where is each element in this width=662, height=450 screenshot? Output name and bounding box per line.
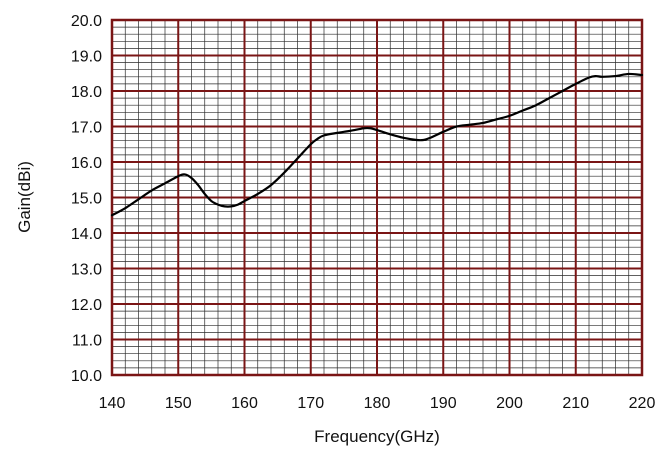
x-tick-label: 210 [562, 395, 589, 412]
y-tick-label: 19.0 [71, 49, 102, 66]
y-tick-label: 16.0 [71, 155, 102, 172]
y-tick-label: 17.0 [71, 120, 102, 137]
x-tick-label: 180 [364, 395, 391, 412]
y-tick-label: 15.0 [71, 191, 102, 208]
y-tick-label: 10.0 [71, 368, 102, 385]
x-tick-label: 140 [99, 395, 126, 412]
gain-series-line [110, 72, 644, 217]
y-tick-label: 18.0 [71, 84, 102, 101]
x-axis-title: Frequency(GHz) [314, 427, 440, 446]
x-tick-label: 220 [629, 395, 656, 412]
x-tick-label: 170 [297, 395, 324, 412]
x-tick-label: 190 [430, 395, 457, 412]
y-tick-label: 20.0 [71, 13, 102, 30]
y-tick-label: 14.0 [71, 226, 102, 243]
y-axis-title: Gain(dBi) [15, 161, 34, 233]
y-tick-label: 11.0 [72, 333, 102, 350]
y-tick-label: 13.0 [71, 262, 102, 279]
x-tick-label: 150 [165, 395, 192, 412]
y-tick-label: 12.0 [71, 297, 102, 314]
x-tick-label: 200 [496, 395, 523, 412]
x-tick-label: 160 [231, 395, 258, 412]
y-axis-tick-labels: 10.0 11.0 12.0 13.0 14.0 15.0 16.0 17.0 18.0 19.0… [71, 13, 102, 385]
x-axis-tick-labels: 140 150 160 170 180 190 200 210 220 [99, 395, 656, 412]
plot-frame [110, 18, 644, 377]
